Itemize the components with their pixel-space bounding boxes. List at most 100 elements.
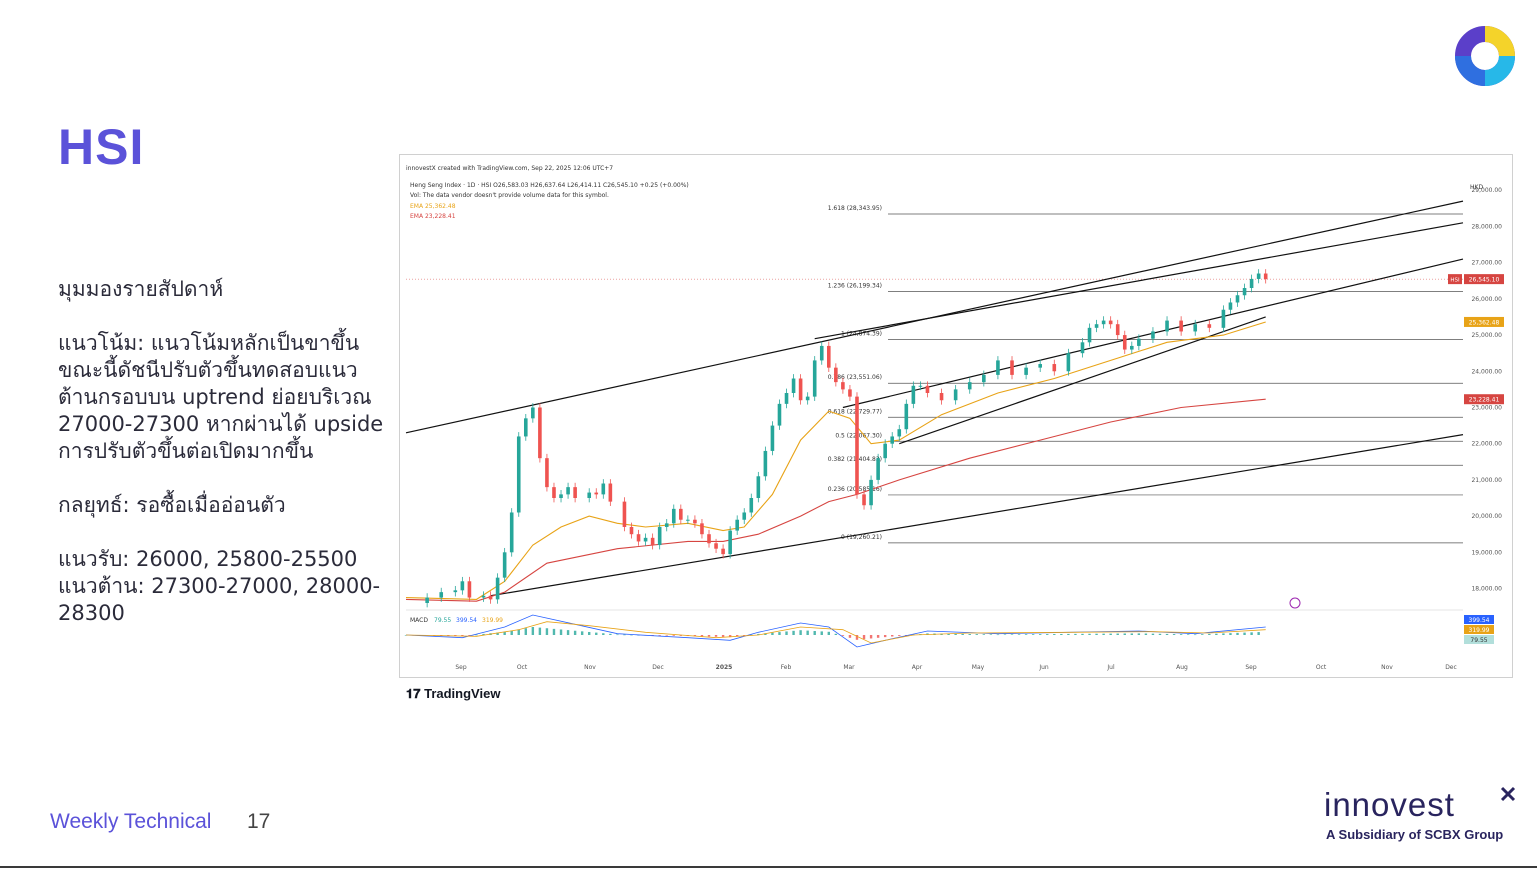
candle-body	[1263, 273, 1268, 280]
macd-histogram-bar	[1172, 634, 1176, 635]
candle-body	[805, 396, 810, 401]
macd-histogram-bar	[1109, 633, 1112, 635]
price-tag	[1464, 394, 1504, 405]
macd-histogram-bar	[1194, 634, 1197, 636]
chart-header-text: innovestX created with TradingView.com, …	[406, 165, 613, 172]
tradingview-logo: 𝟏𝟕 TradingView	[406, 686, 500, 702]
macd-histogram-bar	[721, 635, 725, 637]
brand-subtitle: A Subsidiary of SCBX Group	[1326, 827, 1504, 842]
macd-histogram-bar	[968, 634, 971, 635]
price-tag-label: 25,362.48	[1469, 319, 1500, 326]
candle-body	[1052, 364, 1057, 372]
macd-histogram-bar	[1130, 633, 1134, 635]
fib-level-label: 0.382 (21,404.83)	[828, 456, 882, 463]
macd-histogram-bar	[1024, 634, 1028, 635]
y-tick-label: 21,000.00	[1471, 477, 1502, 484]
macd-histogram-bar	[693, 635, 697, 637]
macd-histogram-bar	[707, 635, 711, 637]
macd-histogram-bar	[566, 630, 570, 635]
macd-histogram-bar	[743, 635, 746, 636]
candle-body	[531, 407, 535, 419]
candle-body	[1066, 353, 1071, 372]
x-tick-label: May	[972, 664, 985, 671]
candle-body	[545, 458, 549, 488]
macd-histogram-bar	[989, 634, 993, 635]
macd-histogram-bar	[1215, 633, 1218, 635]
macd-histogram-bar	[855, 635, 859, 640]
macd-histogram-bar	[1116, 633, 1119, 635]
analysis-notes: มุมมองรายสัปดาห์ แนวโน้ม: แนวโน้มหลักเป็…	[58, 276, 388, 654]
macd-label: MACD	[410, 617, 428, 624]
note-support-resistance: แนวรับ: 26000, 25800-25500 แนวต้าน: 2730…	[58, 547, 381, 625]
macd-histogram-bar	[454, 635, 457, 636]
macd-histogram-bar	[883, 635, 887, 638]
ema-long-legend: EMA 23,228.41	[410, 213, 456, 220]
macd-histogram-bar	[813, 631, 816, 635]
x-tick-label: Mar	[843, 664, 855, 671]
y-tick-label: 26,000.00	[1471, 296, 1502, 303]
candle-body	[439, 592, 444, 598]
y-tick-label: 27,000.00	[1471, 260, 1502, 267]
candle-body	[855, 396, 859, 495]
x-tick-label: 2025	[716, 664, 733, 671]
macd-histogram-bar	[1236, 632, 1239, 635]
macd-histogram-bar	[482, 633, 485, 635]
candle-body	[1038, 364, 1042, 368]
candle-body	[996, 360, 1000, 375]
candle-body	[1024, 367, 1028, 375]
y-tick-label: 19,000.00	[1471, 549, 1502, 556]
candle-body	[953, 389, 958, 401]
macd-tag-label: 79.55	[1470, 637, 1487, 644]
x-tick-label: Dec	[1445, 664, 1457, 671]
macd-histogram-bar	[1151, 633, 1155, 635]
candle-body	[1122, 335, 1127, 350]
candle-body	[552, 487, 556, 498]
candle-body	[700, 523, 704, 535]
candle-body	[1108, 320, 1113, 325]
macd-histogram-bar	[1137, 633, 1141, 635]
y-tick-label: 24,000.00	[1471, 368, 1502, 375]
y-tick-label: 28,000.00	[1471, 223, 1502, 230]
note-trend: แนวโน้ม: แนวโน้มหลักเป็นขาขึ้น ขณะนี้ดัช…	[58, 331, 384, 463]
fib-level-label: 0 (19,260.21)	[841, 534, 882, 541]
x-tick-label: Jun	[1038, 664, 1049, 671]
candle-body	[481, 595, 486, 598]
candle-body	[559, 494, 563, 498]
macd-histogram-bar	[1222, 633, 1225, 635]
currency-label: HKD	[1470, 184, 1483, 191]
candle-body	[622, 501, 627, 527]
macd-histogram-bar	[616, 634, 619, 636]
candle-body	[650, 537, 655, 546]
candle-body	[1151, 331, 1155, 339]
candle-body	[939, 393, 944, 401]
macd-histogram-bar	[792, 630, 795, 635]
candle-body	[967, 382, 972, 390]
fib-level-label: 1.236 (26,199.34)	[828, 283, 882, 290]
candle-body	[523, 418, 528, 437]
macd-histogram-bar	[1067, 633, 1070, 635]
fib-level-label: 1.618 (28,343.95)	[828, 205, 882, 212]
macd-histogram-bar	[947, 633, 950, 635]
macd-histogram-bar	[806, 630, 809, 635]
candle-body	[770, 425, 775, 451]
price-tag	[1464, 316, 1504, 327]
x-tick-label: Oct	[517, 664, 528, 671]
tradingview-icon: 𝟏𝟕	[406, 686, 421, 701]
trendline-apex-line	[814, 222, 1464, 340]
candle-body	[516, 436, 521, 513]
macd-histogram-bar	[1102, 633, 1105, 635]
candle-body	[925, 385, 930, 393]
macd-histogram-bar	[728, 635, 732, 638]
macd-histogram-bar	[1123, 633, 1126, 635]
macd-histogram-bar	[961, 633, 964, 635]
candle-body	[1207, 324, 1212, 328]
macd-histogram-bar	[714, 635, 718, 637]
ema-short-legend: EMA 25,362.48	[410, 203, 456, 210]
macd-histogram-bar	[609, 633, 612, 635]
macd-histogram-bar	[1095, 633, 1098, 635]
candle-body	[664, 523, 669, 527]
macd-tag-label: 319.99	[1469, 627, 1490, 634]
macd-histogram-bar	[672, 635, 675, 636]
macd-histogram-bar	[595, 632, 598, 635]
candle-body	[714, 543, 718, 549]
